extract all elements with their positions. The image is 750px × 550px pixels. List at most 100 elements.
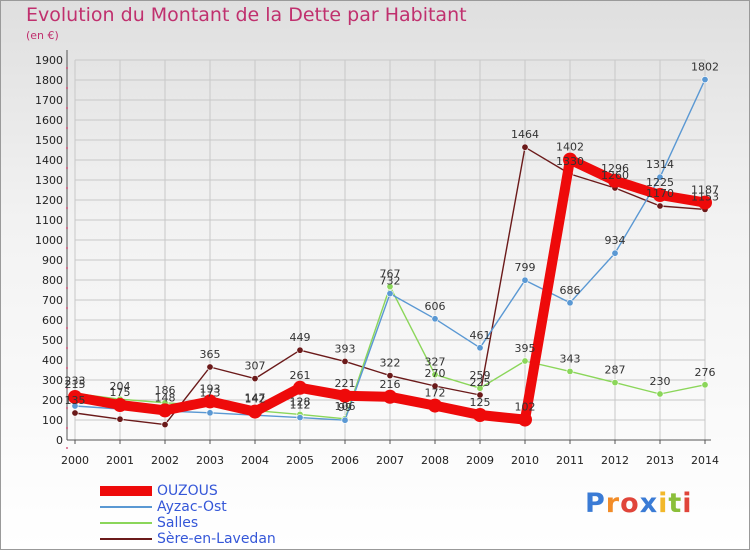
data-point-ouzous bbox=[653, 188, 667, 202]
legend-label: OUZOUS bbox=[157, 483, 218, 499]
data-point-s-re-en-lavedan bbox=[161, 421, 169, 429]
y-axis-dot bbox=[66, 247, 68, 249]
x-tick-label: 2003 bbox=[196, 454, 224, 467]
data-point-s-re-en-lavedan bbox=[521, 143, 529, 151]
data-label-ayzac-ost: 461 bbox=[470, 329, 491, 342]
data-point-s-re-en-lavedan bbox=[71, 409, 79, 417]
data-label-ayzac-ost: 1314 bbox=[646, 158, 674, 171]
legend-swatch bbox=[100, 506, 152, 508]
data-label-salles: 767 bbox=[380, 268, 401, 281]
series-lines bbox=[68, 76, 712, 429]
data-label-salles: 343 bbox=[560, 352, 581, 365]
data-label-salles: 128 bbox=[290, 395, 311, 408]
y-tick-label: 1200 bbox=[35, 194, 63, 207]
brand-letter: i bbox=[682, 488, 693, 519]
data-point-ouzous bbox=[113, 398, 127, 412]
data-point-ouzous bbox=[428, 398, 442, 413]
data-point-s-re-en-lavedan bbox=[431, 382, 439, 390]
data-point-ouzous bbox=[203, 394, 217, 409]
y-tick-label: 500 bbox=[42, 334, 63, 347]
y-axis-dot bbox=[66, 127, 68, 129]
data-label-ouzous: 221 bbox=[335, 377, 356, 390]
y-tick-label: 200 bbox=[42, 394, 63, 407]
data-label-ouzous: 261 bbox=[290, 369, 311, 382]
data-point-ayzac-ost bbox=[611, 249, 619, 257]
y-tick-label: 700 bbox=[42, 294, 63, 307]
brand-letter: r bbox=[605, 488, 621, 519]
x-tick-label: 2000 bbox=[61, 454, 89, 467]
data-labels: 135 365 307 449 393 322 270 225 1464 1330 1260 1170… bbox=[65, 61, 720, 415]
data-point-ayzac-ost bbox=[566, 299, 574, 307]
data-point-s-re-en-lavedan bbox=[116, 415, 124, 423]
y-axis-dot bbox=[66, 287, 68, 289]
y-axis-dot bbox=[66, 427, 68, 429]
data-point-s-re-en-lavedan bbox=[476, 391, 484, 399]
y-axis-dot bbox=[66, 387, 68, 389]
data-label-ayzac-ost: 799 bbox=[515, 261, 536, 274]
data-point-ayzac-ost bbox=[386, 290, 394, 298]
data-point-salles bbox=[521, 357, 529, 365]
legend-label: Ayzac-Ost bbox=[157, 499, 227, 515]
x-tick-label: 2001 bbox=[106, 454, 134, 467]
data-point-salles bbox=[431, 371, 439, 379]
y-tick-label: 800 bbox=[42, 274, 63, 287]
data-point-ouzous bbox=[563, 152, 577, 167]
data-point-salles bbox=[611, 379, 619, 387]
y-axis-dot bbox=[66, 407, 68, 409]
data-point-s-re-en-lavedan bbox=[206, 363, 214, 371]
data-point-ouzous bbox=[158, 403, 172, 418]
data-point-ayzac-ost bbox=[431, 315, 439, 323]
data-point-s-re-en-lavedan bbox=[386, 372, 394, 380]
data-point-ayzac-ost bbox=[296, 414, 304, 422]
data-label-ayzac-ost: 99 bbox=[338, 401, 352, 414]
brand-letter: P bbox=[585, 488, 606, 519]
y-tick-label: 1700 bbox=[35, 94, 63, 107]
y-tick-label: 1600 bbox=[35, 114, 63, 127]
legend-swatch bbox=[100, 538, 152, 540]
data-point-ayzac-ost bbox=[656, 173, 664, 181]
data-label-ouzous: 1402 bbox=[556, 141, 584, 154]
data-label-s-re-en-lavedan: 307 bbox=[245, 360, 266, 373]
y-axis-dot bbox=[66, 167, 68, 169]
y-axis-dot bbox=[66, 227, 68, 229]
data-label-ouzous: 1225 bbox=[646, 176, 674, 189]
grid bbox=[74, 59, 706, 441]
data-label-salles: 106 bbox=[335, 400, 356, 413]
brand-letter: x bbox=[639, 488, 659, 519]
data-label-s-re-en-lavedan: 1153 bbox=[691, 190, 719, 203]
brand-letter: t bbox=[668, 488, 683, 519]
x-tick-label: 2008 bbox=[421, 454, 449, 467]
y-axis-dot bbox=[66, 207, 68, 209]
y-axis-dot bbox=[66, 447, 68, 449]
data-point-s-re-en-lavedan bbox=[251, 375, 259, 383]
x-tick-label: 2004 bbox=[241, 454, 269, 467]
brand-logo: Proxiti bbox=[585, 488, 693, 519]
x-tick-label: 2010 bbox=[511, 454, 539, 467]
y-tick-label: 600 bbox=[42, 314, 63, 327]
y-axis-dot bbox=[66, 67, 68, 69]
data-label-salles: 204 bbox=[110, 380, 131, 393]
legend-swatch bbox=[100, 486, 152, 496]
data-label-s-re-en-lavedan: 393 bbox=[335, 342, 356, 355]
data-label-salles: 173 bbox=[200, 386, 221, 399]
x-tick-label: 2014 bbox=[691, 454, 719, 467]
x-tick-label: 2012 bbox=[601, 454, 629, 467]
data-label-salles: 395 bbox=[515, 342, 536, 355]
y-axis-dot bbox=[66, 107, 68, 109]
data-label-ouzous: 175 bbox=[110, 386, 131, 399]
data-label-s-re-en-lavedan: 270 bbox=[425, 367, 446, 380]
y-axis-dot bbox=[66, 327, 68, 329]
data-point-ayzac-ost bbox=[341, 416, 349, 424]
x-tick-label: 2002 bbox=[151, 454, 179, 467]
y-tick-label: 1800 bbox=[35, 74, 63, 87]
data-label-ayzac-ost: 732 bbox=[380, 275, 401, 288]
data-point-ouzous bbox=[383, 389, 397, 404]
y-tick-label: 400 bbox=[42, 354, 63, 367]
axes: 0 100 200 300 400 500 600 700 800 900 1000 1100 1200… bbox=[35, 50, 719, 467]
data-label-salles: 287 bbox=[605, 364, 626, 377]
data-label-ayzac-ost: 606 bbox=[425, 300, 446, 313]
data-label-salles: 186 bbox=[155, 384, 176, 397]
x-tick-label: 2006 bbox=[331, 454, 359, 467]
